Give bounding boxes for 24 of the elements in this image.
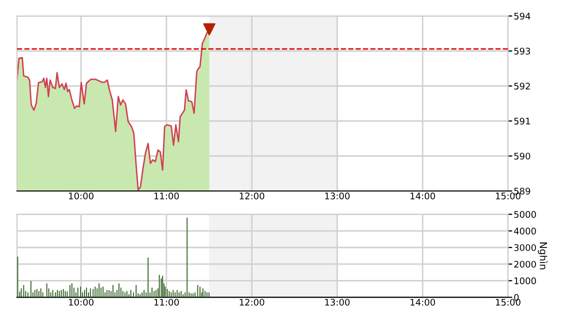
y-tick-label: 589	[514, 188, 530, 195]
x-tick-label: 15:00	[496, 192, 520, 200]
y-tick-label: 593	[514, 48, 530, 55]
x-tick-label: 11:00	[154, 298, 179, 306]
x-tick-label: 10:00	[69, 298, 94, 306]
x-tick-label: 12:00	[240, 298, 264, 306]
y-tick-label: 1000	[514, 277, 536, 284]
x-tick-label: 14:00	[410, 298, 436, 306]
y-tick-label: 590	[514, 152, 530, 160]
y-tick-label: 3000	[514, 244, 536, 252]
y-tick-label: 2000	[514, 260, 536, 268]
x-tick-label: 13:00	[325, 298, 350, 306]
x-tick-label: 10:00	[69, 192, 94, 200]
x-tick-label: 12:00	[240, 192, 264, 200]
y-tick-label: 591	[514, 118, 530, 125]
y-tick-label: 4000	[514, 228, 536, 234]
x-tick-label: 13:00	[325, 192, 350, 200]
y-axis-title: Nghìn	[538, 242, 548, 270]
y-tick-label: 592	[514, 82, 530, 90]
x-tick-label: 14:00	[410, 192, 436, 200]
x-tick-label: 11:00	[154, 192, 179, 200]
y-tick-label: 594	[514, 12, 530, 20]
y-tick-label: 5000	[514, 211, 536, 218]
x-tick-label: 15:00	[496, 298, 520, 306]
